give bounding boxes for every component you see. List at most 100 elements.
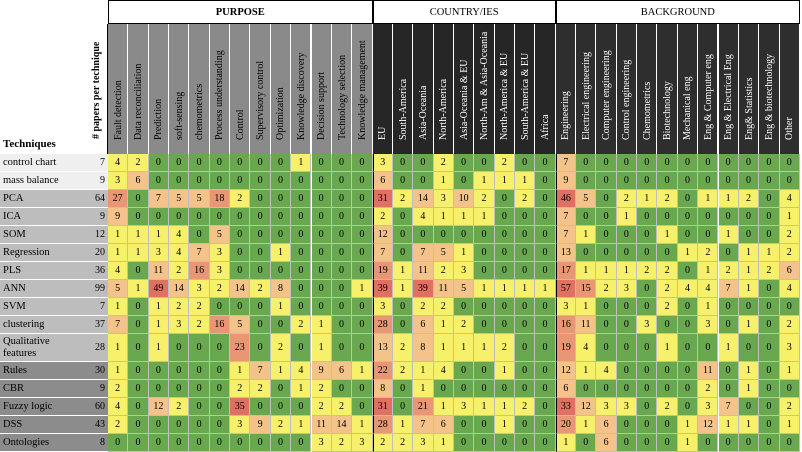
matrix-cell: 0 — [576, 172, 597, 190]
matrix-cell: 35 — [230, 398, 251, 416]
matrix-cell: 4 — [698, 280, 719, 298]
matrix-cell: 0 — [576, 380, 597, 398]
column-header: South-America — [392, 24, 414, 154]
matrix-cell: 0 — [759, 316, 780, 334]
matrix-cell: 2 — [474, 190, 495, 208]
matrix-cell: 0 — [494, 226, 515, 244]
matrix-cell: 0 — [189, 208, 210, 226]
matrix-cell: 1 — [392, 280, 414, 298]
matrix-cell: 0 — [331, 226, 353, 244]
matrix-cell: 0 — [576, 244, 597, 262]
matrix-cell: 16 — [555, 316, 577, 334]
matrix-cell: 1 — [576, 262, 597, 280]
matrix-cell: 0 — [331, 262, 353, 280]
matrix-cell: 0 — [494, 208, 515, 226]
matrix-cell: 14 — [169, 280, 190, 298]
matrix-cell: 9 — [250, 416, 271, 434]
matrix-cell: 0 — [616, 244, 638, 262]
matrix-cell: 0 — [494, 244, 515, 262]
matrix-cell: 0 — [230, 172, 251, 190]
matrix-cell: 0 — [128, 262, 149, 280]
matrix-cell: 0 — [148, 154, 170, 172]
matrix-cell: 9 — [108, 208, 129, 226]
matrix-cell: 0 — [128, 398, 149, 416]
matrix-cell: 0 — [657, 172, 678, 190]
matrix-cell: 0 — [169, 334, 190, 362]
matrix-cell: 1 — [352, 362, 373, 380]
matrix-cell: 2 — [657, 398, 678, 416]
matrix-cell: 12 — [698, 416, 719, 434]
matrix-cell: 1 — [474, 280, 495, 298]
matrix-cell: 2 — [372, 208, 393, 226]
matrix-cell: 0 — [596, 172, 617, 190]
matrix-cell: 1 — [474, 172, 495, 190]
matrix-cell: 0 — [637, 398, 658, 416]
matrix-cell: 0 — [637, 334, 658, 362]
matrix-cell: 3 — [453, 398, 475, 416]
matrix-cell: 0 — [494, 190, 515, 208]
matrix-cell: 2 — [515, 398, 536, 416]
matrix-cell: 1 — [637, 190, 658, 208]
matrix-cell: 0 — [189, 380, 210, 398]
matrix-cell: 27 — [108, 190, 129, 208]
matrix-cell: 2 — [494, 154, 515, 172]
matrix-cell: 0 — [738, 334, 760, 362]
matrix-cell: 1 — [535, 280, 556, 298]
matrix-cell: 0 — [677, 190, 699, 208]
matrix-cell: 0 — [494, 380, 515, 398]
matrix-cell: 0 — [392, 316, 414, 334]
matrix-cell: 2 — [189, 316, 210, 334]
matrix-cell: 0 — [433, 226, 454, 244]
matrix-cell: 4 — [677, 280, 699, 298]
matrix-cell: 4 — [576, 334, 597, 362]
matrix-cell: 2 — [596, 280, 617, 298]
matrix-cell: 39 — [372, 280, 393, 298]
matrix-cell: 1 — [698, 298, 719, 316]
matrix-cell: 1 — [270, 298, 292, 316]
matrix-cell: 2 — [718, 262, 739, 280]
matrix-cell: 4 — [779, 190, 800, 208]
matrix-cell: 1 — [291, 416, 312, 434]
matrix-cell: 2 — [657, 262, 678, 280]
matrix-cell: 1 — [474, 398, 495, 416]
matrix-cell: 1 — [108, 298, 129, 316]
matrix-cell: 0 — [128, 298, 149, 316]
technique-label: CBR — [0, 380, 84, 398]
matrix-cell: 0 — [677, 316, 699, 334]
matrix-cell: 0 — [291, 244, 312, 262]
matrix-cell: 1 — [148, 298, 170, 316]
matrix-cell: 0 — [209, 154, 231, 172]
matrix-cell: 0 — [230, 226, 251, 244]
matrix-cell: 5 — [230, 316, 251, 334]
papers-count: 30 — [84, 362, 108, 380]
column-header: Control engineering — [616, 24, 638, 154]
matrix-cell: 0 — [515, 362, 536, 380]
matrix-cell: 1 — [779, 208, 800, 226]
matrix-cell: 0 — [637, 226, 658, 244]
matrix-cell: 0 — [474, 416, 495, 434]
matrix-cell: 0 — [494, 298, 515, 316]
matrix-cell: 6 — [596, 416, 617, 434]
matrix-cell: 0 — [189, 434, 210, 452]
matrix-cell: 1 — [494, 398, 515, 416]
matrix-cell: 7 — [250, 362, 271, 380]
matrix-cell: 6 — [555, 380, 577, 398]
matrix-cell: 1 — [657, 334, 678, 362]
matrix-cell: 0 — [453, 226, 475, 244]
technique-label: ANN — [0, 280, 84, 298]
matrix-cell: 1 — [352, 416, 373, 434]
matrix-cell: 0 — [738, 208, 760, 226]
matrix-cell: 1 — [494, 280, 515, 298]
matrix-cell: 0 — [494, 316, 515, 334]
matrix-cell: 1 — [270, 362, 292, 380]
matrix-cell: 0 — [209, 362, 231, 380]
matrix-cell: 0 — [515, 316, 536, 334]
technique-label: clustering — [0, 316, 84, 334]
matrix-cell: 21 — [413, 398, 434, 416]
matrix-cell: 0 — [535, 244, 556, 262]
matrix-cell: 5 — [433, 244, 454, 262]
matrix-cell: 0 — [352, 208, 373, 226]
matrix-cell: 0 — [759, 334, 780, 362]
matrix-cell: 0 — [148, 172, 170, 190]
matrix-cell: 0 — [474, 362, 495, 380]
